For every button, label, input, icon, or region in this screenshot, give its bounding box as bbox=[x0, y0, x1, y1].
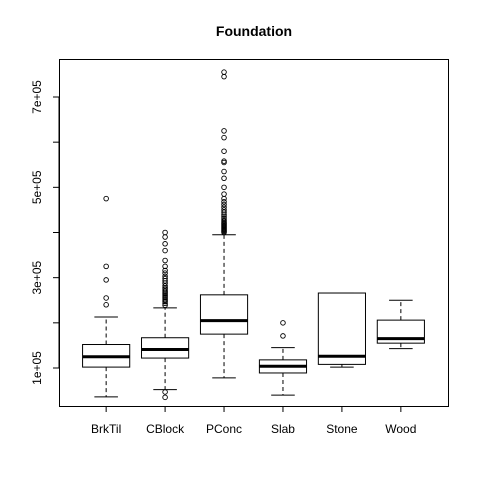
outlier-point bbox=[103, 195, 109, 202]
outlier-point bbox=[103, 263, 109, 270]
box-iqr bbox=[141, 337, 190, 359]
outlier-point bbox=[221, 191, 227, 197]
outlier-point bbox=[103, 302, 109, 308]
y-axis: 1e+05 3e+05 5e+05 7e+05 bbox=[30, 80, 59, 385]
outlier-point bbox=[162, 394, 168, 401]
outlier-point bbox=[221, 148, 227, 154]
outlier-point bbox=[221, 69, 227, 75]
outlier-point bbox=[221, 215, 227, 221]
outlier-point bbox=[162, 389, 168, 395]
x-tick-label: PConc bbox=[206, 422, 242, 436]
box-iqr bbox=[317, 292, 366, 365]
chart-title: Foundation bbox=[216, 23, 292, 39]
box-group-pconc bbox=[199, 69, 249, 379]
outlier-point bbox=[221, 201, 227, 208]
outlier-point bbox=[221, 168, 227, 175]
outlier-point bbox=[221, 134, 227, 141]
outlier-point bbox=[162, 241, 168, 247]
outlier-point bbox=[221, 213, 227, 219]
outlier-point bbox=[162, 229, 168, 236]
y-tick-label: 5e+05 bbox=[30, 170, 44, 204]
box-group-slab bbox=[258, 320, 308, 396]
outlier-point bbox=[162, 257, 168, 264]
outlier-point bbox=[280, 333, 286, 339]
outlier-point bbox=[221, 158, 227, 164]
outlier-point bbox=[103, 277, 109, 283]
outlier-point bbox=[162, 275, 168, 282]
outlier-point bbox=[221, 195, 227, 202]
outlier-point bbox=[280, 320, 286, 326]
x-tick-label: Slab bbox=[271, 422, 295, 436]
box-group-stone bbox=[317, 292, 366, 368]
outlier-point bbox=[162, 234, 168, 240]
outlier-point bbox=[162, 263, 168, 270]
outlier-point bbox=[221, 207, 227, 213]
box-iqr bbox=[199, 294, 249, 335]
outlier-point bbox=[221, 175, 227, 182]
y-tick-label: 3e+05 bbox=[30, 260, 44, 294]
outlier-point bbox=[221, 204, 227, 210]
x-tick-label: BrkTil bbox=[91, 422, 121, 436]
outlier-point bbox=[221, 73, 227, 80]
outlier-point bbox=[162, 270, 168, 276]
outlier-point bbox=[162, 273, 168, 280]
outlier-point bbox=[221, 199, 227, 205]
x-tick-label: Wood bbox=[385, 422, 416, 436]
y-tick-label: 7e+05 bbox=[30, 80, 44, 114]
boxplot-series bbox=[82, 69, 425, 401]
outlier-point bbox=[221, 128, 227, 134]
x-axis: BrkTil CBlock PConc Slab Stone Wood bbox=[91, 406, 416, 436]
box-group-wood bbox=[376, 299, 425, 350]
outlier-point bbox=[221, 184, 227, 191]
box-group-cblock bbox=[141, 229, 190, 401]
box-group-brktil bbox=[82, 195, 131, 398]
x-tick-label: CBlock bbox=[146, 422, 185, 436]
plot-frame bbox=[59, 59, 449, 407]
y-tick-label: 1e+05 bbox=[30, 351, 44, 385]
box-iqr bbox=[376, 319, 425, 344]
outlier-point bbox=[162, 247, 168, 254]
outlier-point bbox=[103, 295, 109, 301]
outlier-point bbox=[162, 267, 168, 274]
x-tick-label: Stone bbox=[326, 422, 358, 436]
outlier-point bbox=[221, 217, 227, 223]
